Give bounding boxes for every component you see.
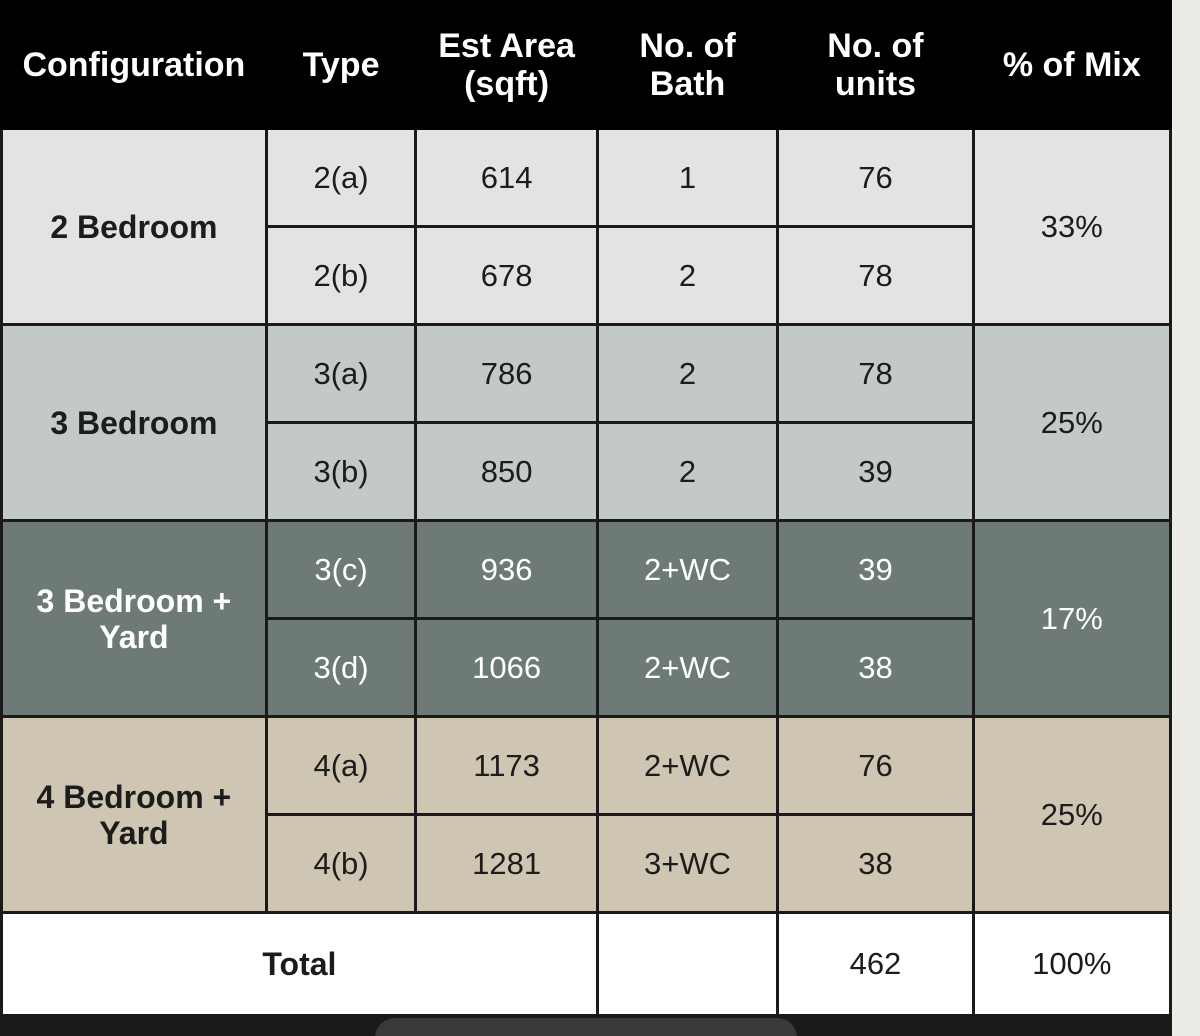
bath-cell: 2 xyxy=(595,421,780,522)
mix-cell: 33% xyxy=(971,127,1172,326)
area-cell: 786 xyxy=(414,323,599,424)
units-cell: 39 xyxy=(776,421,975,522)
table-row: 2(b) 678 2 78 xyxy=(2,225,1171,326)
type-cell: 3(d) xyxy=(264,617,418,718)
config-cell: 4 Bedroom + Yard xyxy=(0,715,268,914)
config-line2: Yard xyxy=(99,618,169,655)
unit-mix-table-container: Configuration Type Est Area (sqft) No. of… xyxy=(0,0,1172,1036)
page-margin xyxy=(1172,0,1200,1036)
header-area-line2: (sqft) xyxy=(464,65,550,103)
header-units: No. of units xyxy=(776,0,975,130)
area-cell: 1066 xyxy=(414,617,599,718)
bath-cell: 2 xyxy=(595,323,780,424)
type-cell: 3(b) xyxy=(264,421,418,522)
header-type: Type xyxy=(264,0,418,130)
units-cell: 78 xyxy=(776,225,975,326)
units-cell: 38 xyxy=(776,617,975,718)
header-area-line1: Est Area xyxy=(438,27,575,65)
header-row: Configuration Type Est Area (sqft) No. of… xyxy=(0,0,1172,130)
config-cell: 3 Bedroom xyxy=(0,323,268,522)
table-row: 3(b) 850 2 39 xyxy=(2,421,1171,522)
mix-cell: 17% xyxy=(971,519,1172,718)
area-cell: 1281 xyxy=(414,813,599,914)
header-bath: No. of Bath xyxy=(595,0,780,130)
config-line2: Yard xyxy=(99,814,169,851)
mix-cell: 25% xyxy=(971,715,1172,914)
bath-cell: 2+WC xyxy=(595,617,780,718)
unit-mix-table: Configuration Type Est Area (sqft) No. of… xyxy=(0,0,1172,1017)
type-cell: 2(a) xyxy=(264,127,418,228)
table-row: 2 Bedroom 2(a) 614 1 76 33% xyxy=(0,127,1172,326)
header-bath-line1: No. of xyxy=(639,27,736,65)
type-cell: 4(b) xyxy=(264,813,418,914)
header-bath-line2: Bath xyxy=(649,65,726,103)
bath-cell: 2+WC xyxy=(595,519,780,620)
type-cell: 2(b) xyxy=(264,225,418,326)
total-bath-cell xyxy=(595,911,780,1017)
header-units-line2: units xyxy=(834,65,917,103)
table-row: 3(d) 1066 2+WC 38 xyxy=(2,617,1171,718)
total-label: Total xyxy=(0,911,599,1017)
type-cell: 3(c) xyxy=(264,519,418,620)
units-cell: 38 xyxy=(776,813,975,914)
bath-cell: 1 xyxy=(595,127,780,228)
area-cell: 678 xyxy=(414,225,599,326)
bottom-pill-overlay[interactable] xyxy=(375,1018,797,1036)
type-cell: 3(a) xyxy=(264,323,418,424)
config-cell: 2 Bedroom xyxy=(0,127,268,326)
table-row: 3 Bedroom 3(a) 786 2 78 25% xyxy=(0,323,1172,522)
header-units-line1: No. of xyxy=(827,27,924,65)
units-cell: 76 xyxy=(776,127,975,228)
config-line1: 3 Bedroom + xyxy=(36,582,232,619)
bath-cell: 2+WC xyxy=(595,715,780,816)
units-cell: 39 xyxy=(776,519,975,620)
total-units-cell: 462 xyxy=(776,911,975,1017)
total-row: Total 462 100% xyxy=(0,911,1172,1017)
header-configuration: Configuration xyxy=(0,0,268,130)
units-cell: 76 xyxy=(776,715,975,816)
header-area: Est Area (sqft) xyxy=(414,0,599,130)
area-cell: 1173 xyxy=(414,715,599,816)
mix-cell: 25% xyxy=(971,323,1172,522)
units-cell: 78 xyxy=(776,323,975,424)
total-mix-cell: 100% xyxy=(971,911,1172,1017)
area-cell: 850 xyxy=(414,421,599,522)
bath-cell: 3+WC xyxy=(595,813,780,914)
table-row: 4(b) 1281 3+WC 38 xyxy=(2,813,1171,914)
header-mix: % of Mix xyxy=(971,0,1172,130)
config-line1: 4 Bedroom + xyxy=(36,778,232,815)
type-cell: 4(a) xyxy=(264,715,418,816)
config-cell: 3 Bedroom + Yard xyxy=(0,519,268,718)
bath-cell: 2 xyxy=(595,225,780,326)
table-row: 4 Bedroom + Yard 4(a) 1173 2+WC 76 25% xyxy=(0,715,1172,914)
area-cell: 614 xyxy=(414,127,599,228)
table-row: 3 Bedroom + Yard 3(c) 936 2+WC 39 17% xyxy=(0,519,1172,718)
area-cell: 936 xyxy=(414,519,599,620)
